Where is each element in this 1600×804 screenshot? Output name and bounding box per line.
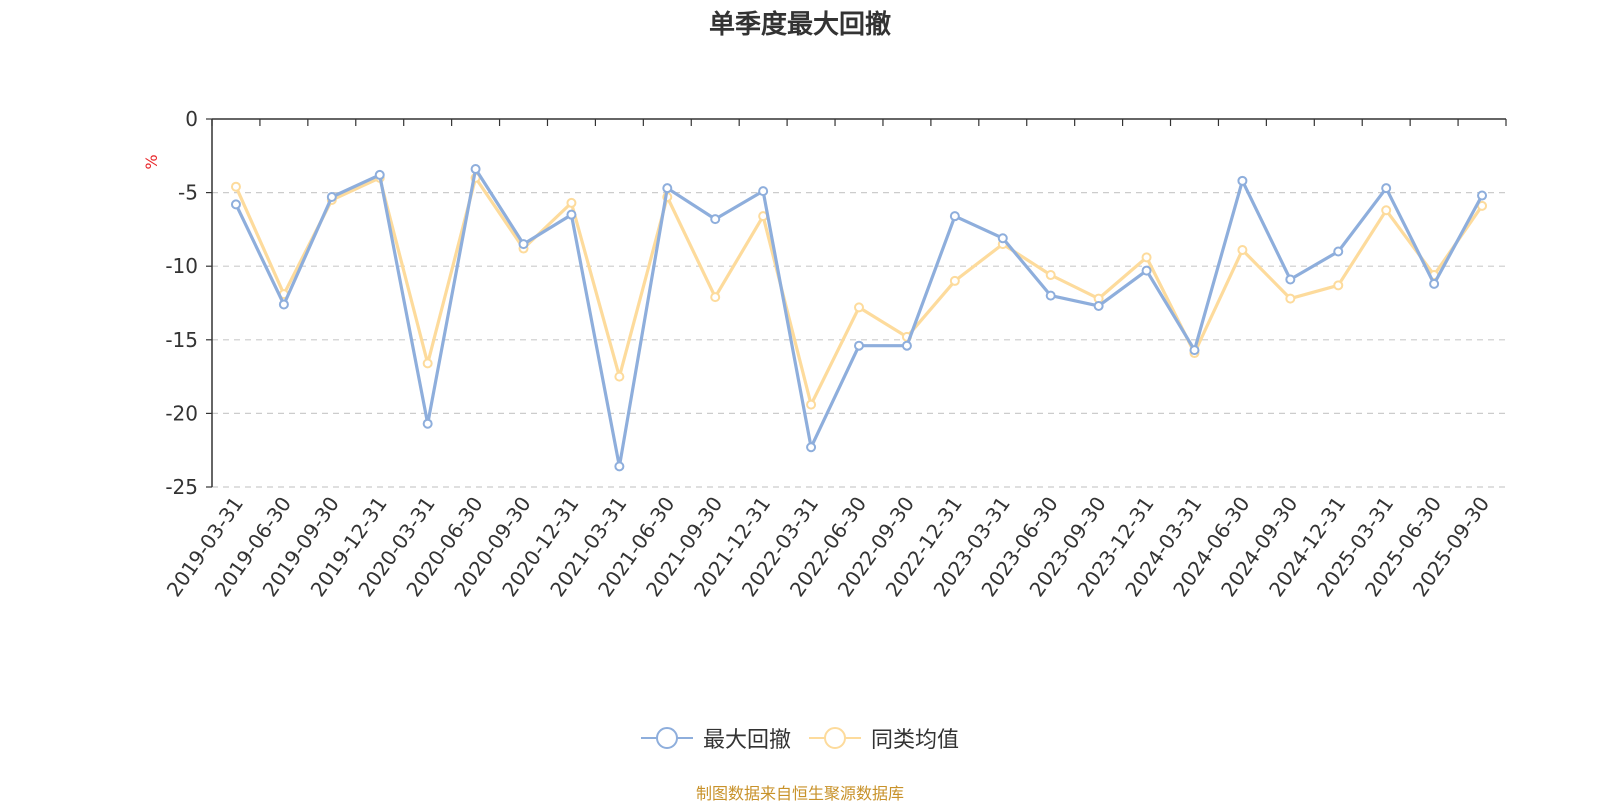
data-point-peer-average — [806, 399, 817, 410]
data-point-max-drawdown — [470, 164, 481, 175]
data-point-max-drawdown — [1429, 278, 1440, 289]
data-point-max-drawdown — [278, 299, 289, 310]
data-point-max-drawdown — [662, 183, 673, 194]
data-point-max-drawdown — [1045, 290, 1056, 301]
y-tick-label: -15 — [165, 328, 198, 352]
data-point-max-drawdown — [1141, 265, 1152, 276]
legend-item-peer-average[interactable]: 同类均值 — [809, 722, 959, 754]
data-point-max-drawdown — [949, 211, 960, 222]
series-layer — [230, 164, 1488, 472]
legend-swatch-max-drawdown — [640, 727, 693, 749]
y-tick-label: -25 — [165, 475, 198, 499]
data-point-max-drawdown — [422, 418, 433, 429]
data-point-max-drawdown — [806, 442, 817, 453]
data-point-max-drawdown — [1477, 190, 1488, 201]
data-point-max-drawdown — [854, 340, 864, 351]
data-point-max-drawdown — [230, 199, 241, 210]
data-point-peer-average — [1333, 280, 1344, 291]
data-point-max-drawdown — [1381, 183, 1392, 194]
grid-lines — [212, 192, 1506, 488]
data-point-max-drawdown — [997, 233, 1008, 244]
y-tick-label: -10 — [165, 254, 198, 278]
data-point-max-drawdown — [566, 209, 577, 220]
data-point-peer-average — [614, 371, 625, 382]
data-point-max-drawdown — [1189, 345, 1200, 356]
data-point-max-drawdown — [710, 214, 721, 225]
legend-item-max-drawdown[interactable]: 最大回撤 — [640, 722, 791, 754]
y-tick-label: 0 — [185, 107, 198, 131]
legend-label-peer-average: 同类均值 — [871, 728, 960, 753]
legend-label-max-drawdown: 最大回撤 — [702, 728, 791, 753]
data-point-max-drawdown — [1093, 300, 1104, 311]
series-line-peer-average — [234, 176, 1484, 407]
data-point-max-drawdown — [518, 239, 529, 250]
data-point-max-drawdown — [614, 461, 625, 472]
chart-title: 单季度最大回撤 — [708, 10, 891, 40]
data-point-peer-average — [230, 181, 241, 192]
data-point-peer-average — [566, 197, 577, 208]
legend-swatch-peer-average — [809, 727, 861, 749]
data-point-max-drawdown — [1285, 274, 1296, 285]
data-point-peer-average — [949, 275, 960, 286]
y-tick-label: -5 — [178, 181, 198, 205]
y-axis-unit: % — [142, 154, 161, 169]
data-point-peer-average — [710, 292, 721, 303]
data-point-max-drawdown — [326, 192, 337, 203]
data-point-peer-average — [1045, 270, 1056, 281]
series-line-max-drawdown — [234, 167, 1484, 468]
data-point-max-drawdown — [1333, 246, 1344, 257]
data-point-max-drawdown — [901, 340, 912, 351]
data-point-peer-average — [1141, 252, 1152, 263]
legend: 最大回撤 同类均值 — [0, 722, 1600, 754]
data-point-peer-average — [854, 302, 864, 313]
y-tick-label: -20 — [165, 401, 198, 425]
data-point-peer-average — [1237, 245, 1248, 256]
source-note: 制图数据来自恒生聚源数据库 — [695, 784, 904, 803]
data-point-peer-average — [1285, 293, 1296, 304]
data-point-peer-average — [422, 358, 433, 369]
data-point-max-drawdown — [758, 186, 769, 197]
data-point-max-drawdown — [374, 169, 385, 180]
data-point-max-drawdown — [1237, 175, 1248, 186]
data-point-peer-average — [1381, 205, 1392, 216]
